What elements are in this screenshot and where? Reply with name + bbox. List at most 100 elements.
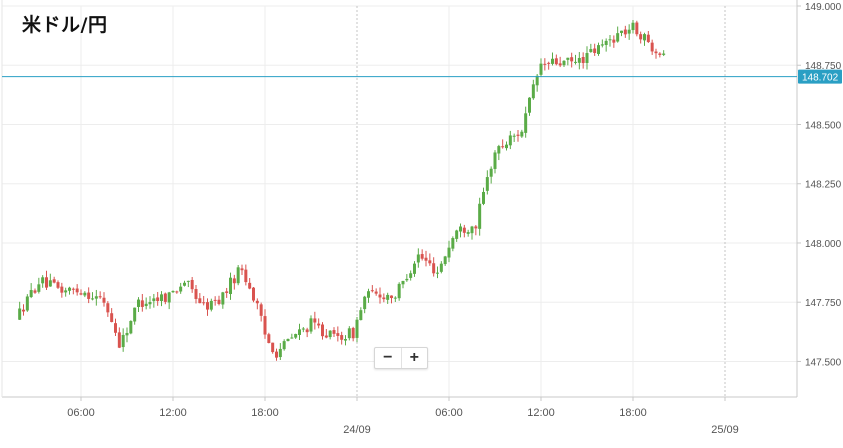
candle-body: [259, 304, 263, 316]
candle-body: [620, 30, 623, 33]
x-tick-label: 25/09: [711, 424, 739, 436]
candle-body: [160, 294, 163, 302]
candle-body: [390, 295, 393, 299]
candle-body: [336, 333, 340, 336]
candle-body: [543, 63, 547, 65]
x-tick-label: 18:00: [619, 407, 647, 419]
candle-body: [328, 330, 332, 338]
candle-body: [56, 282, 60, 288]
candle-body: [64, 290, 68, 293]
candle-body: [87, 292, 91, 299]
candle-body: [577, 57, 581, 63]
candle-body: [156, 297, 160, 302]
candle-body: [604, 40, 608, 46]
candle-body: [585, 53, 589, 63]
candle-body: [33, 290, 37, 293]
candle-body: [232, 278, 236, 284]
x-tick-label: 18:00: [251, 407, 279, 419]
candle-body: [298, 329, 301, 335]
candle-body: [37, 284, 41, 292]
candle-body: [436, 272, 439, 274]
candle-body: [217, 299, 221, 304]
candle-body: [225, 291, 229, 293]
zoom-out-button[interactable]: −: [383, 349, 393, 366]
candle-body: [229, 277, 232, 295]
candle-body: [102, 297, 106, 303]
candle-body: [370, 290, 374, 292]
candle-body: [344, 339, 347, 341]
candle-body: [183, 282, 186, 286]
current-price-badge: [798, 69, 842, 84]
candle-body: [351, 327, 355, 339]
x-tick-label: 12:00: [527, 407, 555, 419]
zoom-in-button[interactable]: +: [400, 348, 428, 368]
candle-body: [255, 300, 259, 304]
candle-body: [213, 299, 217, 301]
candle-body: [593, 48, 597, 53]
candle-body: [71, 288, 75, 290]
candle-body: [248, 282, 252, 289]
candle-body: [363, 296, 367, 310]
candle-body: [505, 144, 508, 149]
candle-body: [535, 75, 539, 86]
chart-title: 米ドル/円: [22, 14, 108, 36]
candle-body: [286, 338, 290, 342]
candle-body: [612, 39, 616, 43]
candle-body: [60, 286, 64, 293]
candle-body: [413, 263, 416, 274]
candle-body: [558, 63, 562, 66]
candle-body: [98, 296, 102, 298]
candle-body: [639, 34, 643, 40]
candle-body: [68, 287, 71, 291]
candle-body: [600, 44, 604, 46]
candle-body: [148, 301, 152, 305]
candle-body: [497, 146, 501, 154]
candle-body: [623, 29, 627, 35]
candle-body: [263, 316, 267, 335]
candle-body: [48, 280, 52, 287]
candle-body: [290, 337, 294, 339]
candle-body: [424, 257, 428, 261]
candle-body: [528, 97, 531, 113]
candle-body: [554, 58, 558, 65]
candle-body: [252, 287, 255, 301]
candle-body: [313, 318, 317, 323]
candle-body: [294, 333, 298, 338]
candle-body: [332, 330, 336, 334]
candle-body: [137, 299, 140, 307]
candle-body: [175, 291, 179, 293]
candle-body: [91, 298, 94, 300]
candle-body: [206, 302, 209, 310]
candle-body: [75, 288, 79, 293]
candle-body: [317, 323, 321, 326]
candle-body: [478, 203, 482, 229]
candle-body: [489, 168, 493, 177]
candle-body: [512, 135, 516, 137]
candle-body: [171, 290, 175, 293]
candle-body: [455, 230, 459, 239]
candle-body: [631, 22, 635, 31]
y-tick-label: 147.750: [805, 298, 842, 309]
candle-body: [340, 335, 344, 340]
candle-body: [125, 332, 129, 336]
candle-body: [485, 177, 489, 191]
candle-body: [121, 334, 125, 348]
candle-body: [393, 297, 397, 299]
candle-body: [163, 293, 167, 302]
candle-body: [133, 307, 137, 322]
candle-body: [635, 22, 639, 35]
candle-body: [650, 42, 654, 52]
candle-body: [275, 351, 278, 358]
candle-body: [309, 318, 313, 332]
candle-body: [405, 278, 409, 281]
candle-body: [401, 280, 405, 285]
x-tick-label: 06:00: [67, 407, 95, 419]
candle-body: [439, 263, 443, 272]
candle-body: [94, 296, 98, 299]
candle-body: [539, 63, 543, 75]
candle-body: [152, 298, 156, 302]
candle-body: [202, 302, 206, 304]
candle-body: [597, 45, 600, 54]
